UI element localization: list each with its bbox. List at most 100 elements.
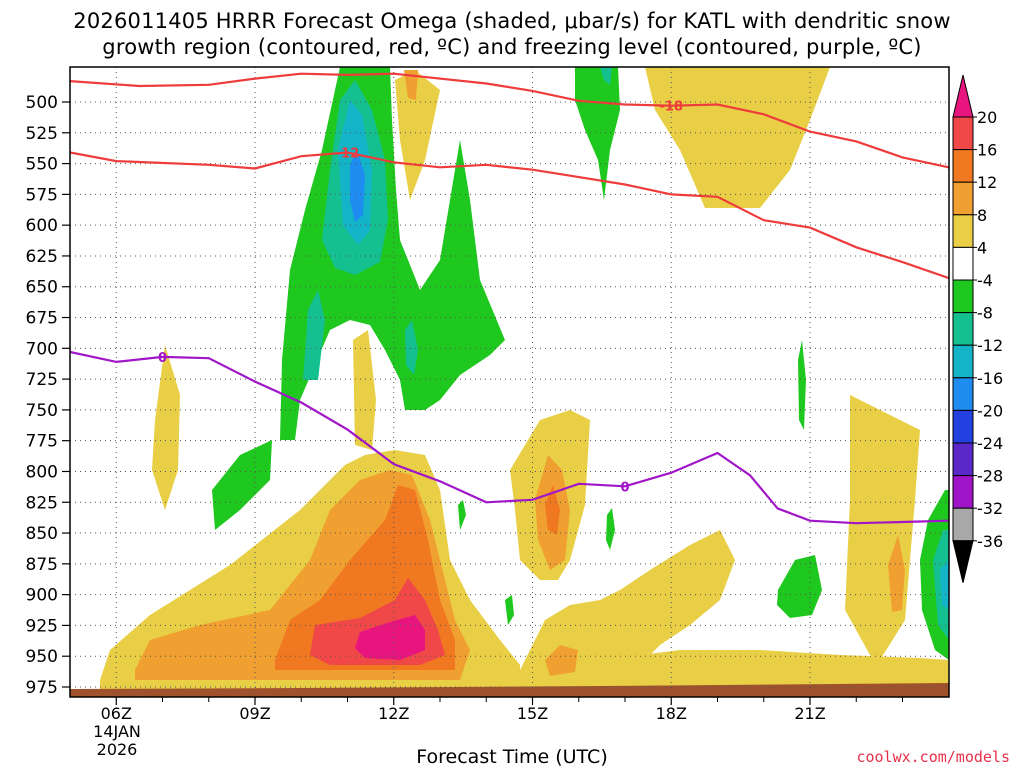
date-label-day: 14JAN [93,722,141,741]
y-tick-label: 725 [26,370,58,390]
omega-region-minus-4-to-minus-8 [575,67,620,200]
y-tick-label: 975 [26,678,58,698]
colorbar-label: 16 [977,141,997,160]
colorbar: 20 16 12 8 4 -4 -8 -12 -16 -20 -24 -28 -32 -36 [952,74,1003,583]
omega-region-minus-4-to-minus-8 [212,440,272,530]
omega-region-minus-4-to-minus-8 [606,508,615,550]
isotherm-label: 0 [158,351,167,366]
x-tick-label: 21Z [794,704,825,723]
isotherm-label: -18 [660,100,684,115]
isotherm-labels: -18 -12 0 0 [158,100,684,496]
colorbar-label: 4 [977,238,987,257]
omega-region-4-to-8 [353,330,376,450]
omega-region-above-20 [355,615,425,660]
chart-title-line-2: growth region (contoured, red, ºC) and f… [102,35,922,59]
x-tick-label: 09Z [239,704,270,723]
y-tick-label: 875 [26,555,58,575]
x-tick-label: 06Z [101,704,132,723]
isotherm-line [70,350,949,525]
omega-region-8-to-12 [888,535,905,612]
y-tick-label: 650 [26,278,58,298]
y-tick-label: 675 [26,309,58,329]
y-axis: 500 525 550 575 600 625 650 675 700 725 750 775 800 8… [26,93,70,698]
omega-region-4-to-8 [600,650,949,690]
colorbar-bin [952,409,974,444]
y-tick-label: 775 [26,432,58,452]
omega-region-minus-4-to-minus-8 [280,67,505,440]
colorbar-bin [952,181,974,216]
y-tick-label: 600 [26,216,58,236]
x-axis: 06Z 09Z 12Z 15Z 18Z 21Z [101,697,903,723]
colorbar-label: 20 [977,108,997,127]
omega-region-minus-12-to-minus-16 [940,560,949,610]
credit-link[interactable]: coolwx.com/models [856,748,1010,766]
colorbar-bin [952,116,974,151]
colorbar-bin [952,377,974,411]
isotherm-line [70,151,949,280]
omega-region-8-to-12 [545,645,578,676]
omega-region-minus-8-to-minus-12 [600,67,612,85]
colorbar-label: -36 [977,532,1003,551]
y-tick-label: 825 [26,493,58,513]
plot-frame [69,66,950,698]
y-tick-label: 925 [26,616,58,636]
isotherm-line [70,72,949,169]
colorbar-label: -4 [977,271,993,290]
omega-region-minus-4-to-minus-8 [458,500,466,530]
isotherm-label: 0 [620,480,629,495]
colorbar-label: -24 [977,434,1003,453]
y-tick-label: 800 [26,462,58,482]
x-tick-label: 18Z [656,704,687,723]
colorbar-label: 8 [977,206,987,225]
x-tick-label: 15Z [517,704,548,723]
colorbar-label: -20 [977,401,1003,420]
colorbar-bin [952,442,974,477]
colorbar-label: -32 [977,499,1003,518]
y-tick-label: 850 [26,524,58,544]
omega-region-12-to-16 [545,485,560,535]
omega-region-4-to-8 [152,345,180,510]
isotherm-label: -12 [336,146,360,161]
omega-region-4-to-8 [395,70,440,200]
y-tick-label: 700 [26,339,58,359]
y-tick-label: 575 [26,185,58,205]
y-tick-label: 550 [26,155,58,175]
colorbar-label: -8 [977,304,993,323]
colorbar-bin [952,312,974,346]
colorbar-bin [952,246,974,281]
omega-region-minus-4-to-minus-8 [798,340,806,430]
colorbar-label: -16 [977,369,1003,388]
omega-region-minus-8-to-minus-12 [405,320,418,375]
y-tick-label: 750 [26,401,58,421]
omega-region-minus-8-to-minus-12 [303,290,325,380]
y-tick-label: 625 [26,247,58,267]
x-tick-label: 12Z [378,704,409,723]
omega-region-minus-4-to-minus-8 [505,595,514,625]
plot-area [70,67,949,697]
colorbar-bin [952,475,974,509]
grid-lines [70,67,949,697]
colorbar-bin [952,344,974,379]
omega-region-8-to-12 [404,70,418,100]
colorbar-cap-bottom [952,540,974,583]
colorbar-bin [952,214,974,248]
chart-title-line-1: 2026011405 HRRR Forecast Omega (shaded, … [73,9,951,33]
colorbar-label: -12 [977,336,1003,355]
omega-shading [100,67,949,690]
omega-region-minus-4-to-minus-8 [777,555,822,618]
colorbar-bin [952,279,974,314]
colorbar-label: 12 [977,173,997,192]
colorbar-bin [952,149,974,183]
omega-region-4-to-8 [845,395,920,660]
y-tick-label: 900 [26,586,58,606]
colorbar-bin [952,507,974,542]
colorbar-label: -28 [977,467,1003,486]
surface-terrain [70,683,949,697]
omega-region-minus-16-to-minus-20 [350,150,365,222]
colorbar-cap-top [952,74,974,118]
date-label-year: 2026 [97,740,138,759]
y-tick-label: 525 [26,124,58,144]
y-tick-label: 950 [26,647,58,667]
x-axis-title: Forecast Time (UTC) [416,746,608,768]
